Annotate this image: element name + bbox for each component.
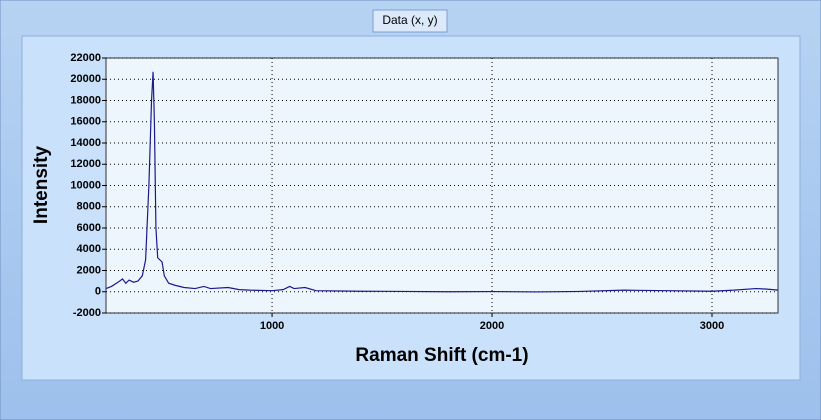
y-tick-label: 16000 <box>70 116 101 128</box>
x-tick-label: 1000 <box>260 320 284 332</box>
legend <box>372 9 448 33</box>
y-tick-label: 10000 <box>70 179 101 191</box>
y-axis-title: Intensity <box>31 146 52 225</box>
y-tick-label: 18000 <box>70 94 101 106</box>
y-tick-label: 4000 <box>77 243 101 255</box>
y-tick-label: 22000 <box>70 52 101 64</box>
y-tick-label: 14000 <box>70 137 101 149</box>
legend-label: Data (x, y) <box>382 13 437 27</box>
x-tick-label: 2000 <box>480 320 504 332</box>
y-tick-label: 8000 <box>77 201 101 213</box>
x-axis-title: Raman Shift (cm-1) <box>355 345 528 366</box>
x-tick-label: 3000 <box>700 320 724 332</box>
y-tick-label: 12000 <box>70 158 101 170</box>
y-tick-label: -2000 <box>73 307 101 319</box>
y-tick-label: 20000 <box>70 73 101 85</box>
y-tick-label: 6000 <box>77 222 101 234</box>
y-tick-label: 2000 <box>77 264 101 276</box>
data-line <box>105 71 779 293</box>
y-tick-label: 0 <box>95 286 101 298</box>
